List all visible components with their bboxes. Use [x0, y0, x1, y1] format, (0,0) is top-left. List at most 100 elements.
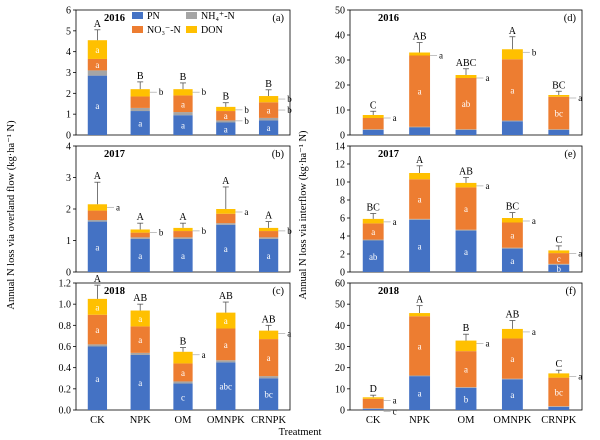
y-tick-label: 30 [335, 342, 345, 353]
bar-segment [87, 58, 108, 71]
bar-segment [409, 52, 431, 56]
group-sig-label: D [370, 384, 377, 395]
segment-sig-label: a [138, 378, 142, 388]
bar-segment [455, 187, 477, 230]
segment-sig-label: a [267, 251, 271, 261]
bar-segment [130, 354, 150, 410]
bar-segment [409, 127, 431, 135]
y-tick-label: 0 [340, 406, 345, 417]
y-tick-label: 0 [340, 268, 345, 279]
bar-segment [258, 376, 279, 379]
bar-omnpk: a a BC a [501, 202, 536, 272]
group-sig-label: AB [262, 314, 276, 325]
panel-letter: (b) [272, 149, 285, 160]
y-tick-label: 20 [335, 363, 345, 374]
bar-omnpk: a Ab [501, 26, 537, 135]
bar-segment [258, 238, 279, 272]
side-sig-label: a [439, 51, 443, 61]
bar-segment [130, 232, 150, 238]
legend-label-don: DON [201, 25, 223, 36]
bar-segment [548, 264, 570, 272]
side-sig-label: a [485, 181, 489, 191]
bar-segment [173, 351, 193, 364]
bar-segment [409, 126, 431, 128]
y-tick-label: 1 [66, 110, 71, 121]
segment-sig-label: a [418, 341, 422, 351]
bar-segment [501, 248, 523, 272]
bar-segment [362, 239, 384, 241]
bar-npk: a Ab [130, 212, 164, 272]
bar-segment [548, 373, 570, 378]
bar-segment [548, 263, 570, 265]
bar-om: ab ABC a [455, 58, 489, 135]
bar-segment [362, 223, 384, 240]
bar-segment [501, 121, 523, 135]
bar-crnpk: bc a AB a [258, 314, 291, 410]
segment-sig-label: a [464, 365, 468, 375]
segment-sig-label: a [138, 335, 142, 345]
segment-sig-label: a [371, 227, 375, 237]
bar-segment [130, 229, 150, 233]
bar-segment [362, 240, 384, 272]
bar-segment [455, 340, 477, 352]
side-sig-label: a [244, 207, 248, 217]
bar-omnpk: abc a a AB [216, 291, 236, 410]
segment-sig-label: b [557, 264, 562, 274]
y-tick-label: 12 [335, 160, 345, 171]
bar-segment [362, 130, 384, 135]
side-sig-label: b [202, 226, 207, 236]
bar-segment [258, 330, 279, 340]
bar-segment [409, 219, 431, 272]
bar-segment [130, 237, 150, 239]
bar-segment [258, 231, 279, 238]
x-tick-label: OM [175, 415, 193, 426]
legend-label-no3: NO₃⁻-N [147, 25, 181, 36]
segment-sig-label: b [464, 394, 469, 404]
bar-segment [87, 204, 108, 211]
bar-segment [173, 231, 193, 238]
bar-segment [362, 408, 384, 410]
bar-segment [216, 312, 236, 329]
side-sig-label: a [532, 216, 536, 226]
bar-segment [409, 376, 431, 410]
segment-sig-label: a [95, 101, 99, 111]
y-tick-label: 0.8 [59, 321, 72, 332]
bar-ck: a Aa [87, 171, 120, 272]
y-tick-label: 20 [335, 81, 345, 92]
bar-omnpk: a Aa [216, 176, 248, 272]
bar-segment [258, 378, 279, 410]
bar-segment [362, 115, 384, 118]
panel-year: 2018 [378, 286, 399, 297]
bar-segment [409, 55, 431, 127]
panel-letter: (a) [272, 13, 284, 24]
side-sig-label: a [532, 327, 536, 337]
side-sig-label: a [393, 217, 397, 227]
segment-sig-label: a [224, 111, 228, 121]
y-axis-label-left: Annual N loss via overland flow (kg·ha⁻¹… [6, 120, 17, 310]
y-tick-label: 4 [66, 47, 71, 58]
y-tick-label: 10 [335, 106, 345, 117]
bar-segment [409, 173, 431, 180]
segment-sig-label: a [224, 316, 228, 326]
bar-npk: a a A [409, 295, 431, 410]
panel-year: 2018 [104, 286, 125, 297]
side-sig-label: b [287, 105, 292, 115]
group-sig-label: B [180, 72, 187, 83]
y-tick-label: 4 [66, 142, 71, 153]
panel-letter: (c) [272, 286, 284, 297]
segment-sig-label: ab [462, 99, 471, 109]
segment-sig-label: a [464, 247, 468, 257]
panel-c: 0.0 0.2 0.4 0.6 0.8 1.0 1.2 2018 (c) a a a A CK a a a AB N… [59, 274, 292, 426]
segment-sig-label: a [418, 87, 422, 97]
segment-sig-label: a [181, 251, 185, 261]
bar-segment [455, 351, 477, 388]
y-tick-label: 0 [66, 268, 71, 279]
bar-segment [548, 96, 570, 130]
y-tick-label: 2 [66, 89, 71, 100]
group-sig-label: C [555, 235, 562, 246]
